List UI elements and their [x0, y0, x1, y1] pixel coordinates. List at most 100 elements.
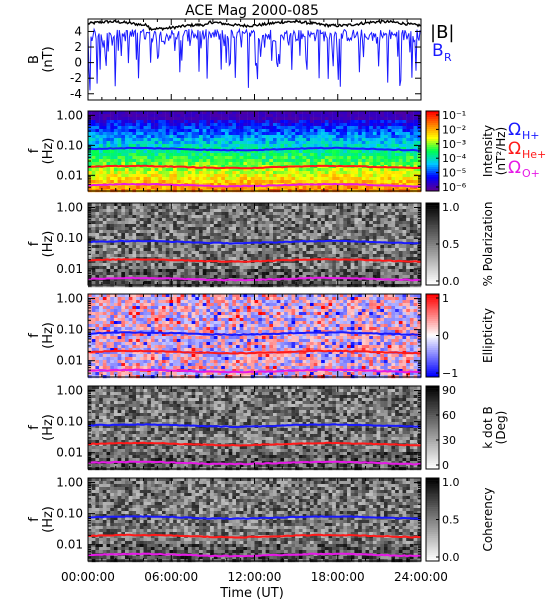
- intensity-yunit: (Hz): [41, 138, 56, 165]
- coherency-ytick-label: 0.01: [56, 538, 83, 552]
- gyro-line-he: [87, 164, 422, 170]
- panels: B (nT)420-2-4|B|B Rf (Hz)1.000.100.0110⁻¹10…: [27, 18, 546, 564]
- intensity-colorbar-tick-label: 10⁻¹: [442, 109, 466, 122]
- polarization-yunit: (Hz): [41, 231, 56, 258]
- gyro-legend: Ω H+Ω He+Ω O+: [508, 120, 546, 180]
- coherency-ytick-label: 0.10: [56, 507, 83, 521]
- field-ytick-label: 4: [74, 24, 82, 38]
- field-ytick-label: -4: [70, 87, 82, 101]
- polarization-colorbar-tick-label: 0.5: [442, 238, 460, 251]
- kdotb-heatmap: [88, 386, 422, 471]
- panel-polarization: f (Hz) 1.00 0.10 0.01 1.0 0.5 0.0 % Polarization: [27, 200, 495, 288]
- gyro-legend-symbol: Ω: [508, 158, 521, 178]
- legend: |B|B R: [430, 22, 454, 64]
- intensity-ylabel: f: [27, 148, 42, 153]
- x-axis-label: Time (UT): [219, 586, 284, 600]
- legend-entry-magnitude: |B|: [430, 22, 454, 43]
- kdotb-colorbar-tick-label: 0: [442, 459, 449, 472]
- ellipticity-ytick-label: 0.01: [56, 354, 83, 368]
- polarization-colorbar-tick-label: 1.0: [442, 201, 460, 214]
- gyro-legend-symbol: Ω: [508, 120, 521, 140]
- polarization-colorbar: 1.0 0.5 0.0 % Polarization: [425, 201, 495, 288]
- gyro-line-h: [87, 515, 422, 521]
- coherency-colorbar-tick-label: 1.0: [442, 476, 460, 489]
- kdotb-ytick-label: 0.10: [56, 415, 83, 429]
- kdotb-yunit: (Hz): [41, 414, 56, 441]
- intensity-heatmap: [88, 111, 422, 193]
- field-ytick-label: -2: [70, 71, 82, 85]
- gyro-line-h: [87, 239, 422, 245]
- kdotb-colorbar-tick-label: 60: [442, 409, 456, 422]
- kdotb-ytick-label: 0.01: [56, 446, 83, 460]
- gyro-line-h: [87, 423, 422, 429]
- gyro-legend-sub: He+: [522, 148, 546, 161]
- legend-entry-br: B: [432, 41, 444, 61]
- xtick-label: 12:00:00: [228, 570, 282, 584]
- panel-kdotb: f (Hz) 1.00 0.10 0.01 90 60 30 0 k dot B (Deg): [27, 384, 508, 472]
- intensity-ytick-label: 0.10: [56, 138, 83, 152]
- intensity-ytick-label: 1.00: [56, 108, 83, 122]
- legend-entry-br-sub: R: [444, 51, 452, 64]
- field-yunit: (nT): [41, 46, 56, 72]
- coherency-heatmap: [88, 478, 422, 563]
- gyro-line-he: [87, 441, 422, 447]
- polarization-ylabel: f: [27, 241, 42, 246]
- polarization-ytick-label: 0.01: [56, 262, 83, 276]
- kdotb-ytick-label: 1.00: [56, 384, 83, 398]
- xtick-label: 18:00:00: [311, 570, 365, 584]
- ellipticity-heatmap: [88, 294, 422, 379]
- intensity-colorbar-tick-label: 10⁻³: [442, 138, 466, 151]
- series-br-line: [87, 27, 422, 91]
- panel-ellipticity: f (Hz) 1.00 0.10 0.01 1 0 −1 Ellipticity: [27, 292, 495, 380]
- polarization-ytick-label: 0.10: [56, 231, 83, 245]
- kdotb-colorbar-title: k dot B: [481, 406, 495, 448]
- intensity-colorbar-tick-label: 10⁻⁶: [442, 181, 467, 194]
- ellipticity-yunit: (Hz): [41, 322, 56, 349]
- intensity-colorbar-tick-label: 10⁻⁵: [442, 167, 466, 180]
- coherency-colorbar-tick-label: 0.0: [442, 551, 460, 564]
- intensity-colorbar-tick-label: 10⁻⁴: [442, 152, 467, 165]
- intensity-colorbar-title: Intensity: [481, 125, 495, 177]
- kdotb-colorbar-unit: (Deg): [494, 411, 508, 445]
- xtick-label: 24:00:00: [394, 570, 448, 584]
- intensity-ytick-label: 0.01: [56, 168, 83, 182]
- ellipticity-colorbar-tick-label: 1: [442, 292, 449, 305]
- x-axis: 00:00:00 06:00:00 12:00:00 18:00:00 24:00:00: [61, 570, 448, 584]
- coherency-ylabel: f: [27, 517, 42, 522]
- intensity-colorbar-frame: [425, 110, 440, 192]
- ellipticity-ytick-label: 1.00: [56, 292, 83, 306]
- gyro-line-he: [87, 533, 422, 539]
- ellipticity-ytick-label: 0.10: [56, 323, 83, 337]
- ellipticity-ylabel: f: [27, 333, 42, 338]
- xtick-label: 00:00:00: [61, 570, 115, 584]
- kdotb-colorbar-tick-label: 30: [442, 434, 456, 447]
- gyro-line-h: [87, 331, 422, 337]
- coherency-colorbar: 1.0 0.5 0.0 Coherency: [425, 476, 495, 564]
- coherency-ytick-label: 1.00: [56, 476, 83, 490]
- intensity-colorbar-unit: (nT²/Hz): [494, 127, 508, 175]
- intensity-colorbar: 10⁻¹10⁻² 10⁻³10⁻⁴ 10⁻⁵10⁻⁶ Intensity (nT²/Hz…: [425, 109, 508, 194]
- coherency-colorbar-title: Coherency: [481, 487, 495, 551]
- chart-title: ACE Mag 2000-085: [185, 3, 319, 19]
- gyro-legend-sub: O+: [522, 167, 540, 180]
- polarization-ytick-label: 1.00: [56, 200, 83, 214]
- polarization-heatmap: [88, 203, 422, 288]
- field-ylabel: B: [27, 55, 42, 64]
- gyro-legend-sub: H+: [522, 129, 540, 142]
- intensity-colorbar-tick-label: 10⁻²: [442, 123, 466, 136]
- ellipticity-colorbar-title: Ellipticity: [481, 308, 495, 363]
- panel-intensity: f (Hz) 1.00 0.10 0.01 10⁻¹10⁻² 10⁻³10⁻⁴ 10⁻⁵10⁻…: [27, 108, 546, 194]
- kdotb-colorbar-frame: [425, 385, 440, 470]
- ellipticity-colorbar-tick-label: −1: [442, 367, 458, 380]
- coherency-yunit: (Hz): [41, 506, 56, 533]
- gyro-line-he: [87, 257, 421, 263]
- kdotb-ylabel: f: [27, 425, 42, 430]
- kdotb-colorbar: 90 60 30 0 k dot B (Deg): [425, 384, 508, 472]
- ellipticity-colorbar-tick-label: 0: [442, 330, 449, 343]
- gyro-legend-symbol: Ω: [508, 139, 521, 159]
- field-ytick-label: 0: [74, 56, 82, 70]
- polarization-colorbar-title: % Polarization: [481, 202, 495, 287]
- polarization-colorbar-tick-label: 0.0: [442, 275, 460, 288]
- panel-coherency: f (Hz) 1.00 0.10 0.01 1.0 0.5 0.0 Coherency: [27, 476, 495, 564]
